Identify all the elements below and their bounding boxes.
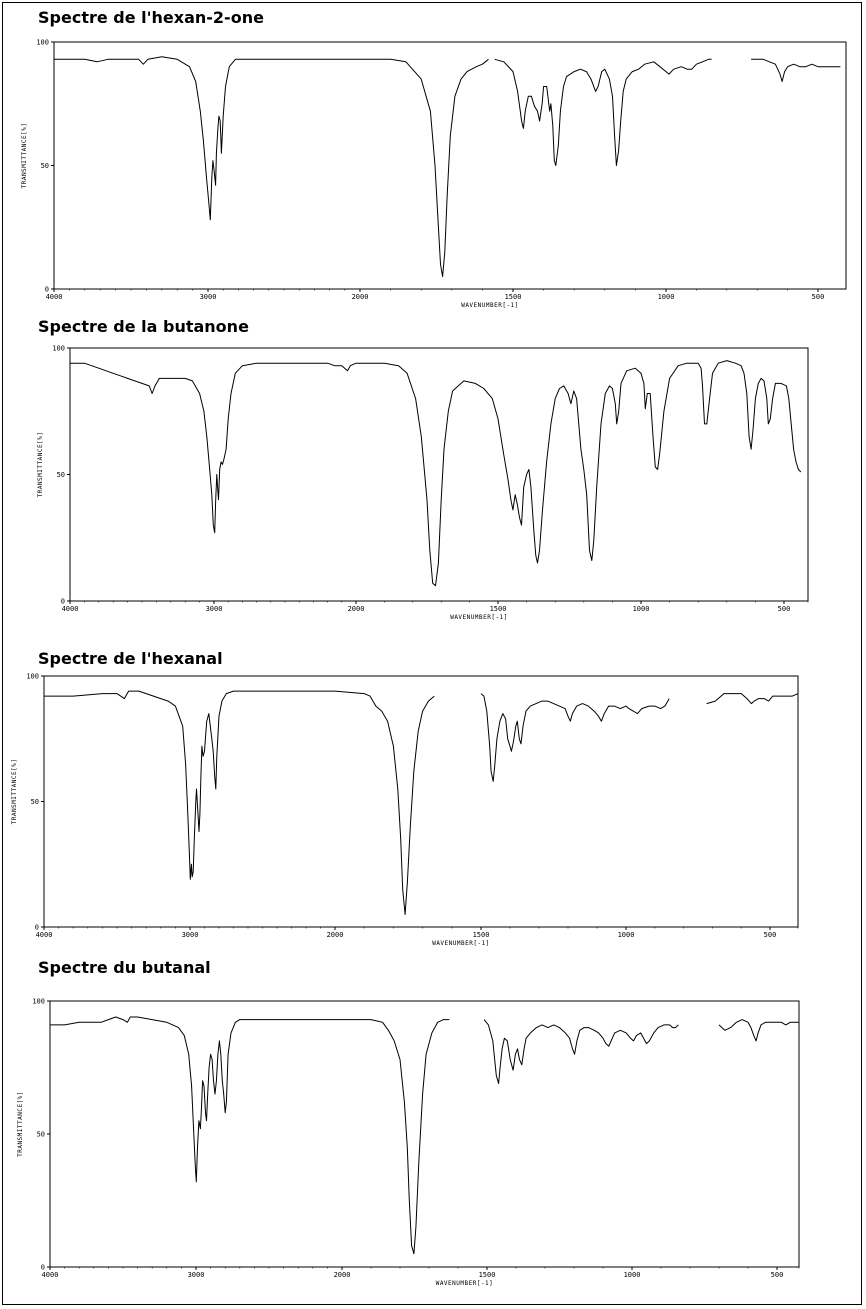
spectrum-trace <box>50 1016 450 1255</box>
x-tick-label: 2000 <box>352 293 369 301</box>
x-tick-label: 3000 <box>182 931 199 939</box>
x-tick-label: 1000 <box>658 293 675 301</box>
x-axis-label: WAVENUMBER[-1] <box>450 614 508 621</box>
x-tick-label: 1000 <box>624 1271 641 1279</box>
x-axis-label: WAVENUMBER[-1] <box>461 302 519 309</box>
y-tick-label: 100 <box>26 673 39 681</box>
ir-spectrum-chart-butanal: 4000 3000 2000 1500 1000 500 0 50 100 WAVENUMBER[… <box>17 998 800 1287</box>
spectrum-trace <box>718 1019 799 1042</box>
panel-title-butanal: Spectre du butanal <box>38 958 211 977</box>
x-tick-label: 4000 <box>62 605 79 613</box>
spectrum-trace <box>706 693 799 705</box>
x-tick-label: 1500 <box>479 1271 496 1279</box>
y-axis-label: TRANSMITTANCE[%] <box>17 1091 24 1157</box>
panel-title-hexanal: Spectre de l'hexanal <box>38 649 223 668</box>
y-tick-label: 50 <box>37 1131 45 1139</box>
spectrum-trace <box>751 58 841 82</box>
x-tick-label: 500 <box>778 605 791 613</box>
y-axis-label: TRANSMITTANCE[%] <box>21 123 28 189</box>
y-tick-label: 0 <box>61 598 65 606</box>
x-tick-label: 1000 <box>633 605 650 613</box>
x-tick-label: 1500 <box>473 931 490 939</box>
panel-title-butanone: Spectre de la butanone <box>38 317 249 336</box>
x-tick-label: 500 <box>771 1271 784 1279</box>
spectrum-trace <box>44 690 435 915</box>
ir-spectrum-chart-hexanal: 4000 3000 2000 1500 1000 500 0 50 100 WAVENUMBER[… <box>11 673 799 947</box>
ir-spectrum-chart-butanone: 4000 3000 2000 1500 1000 500 0 50 100 WAVENUMBER[… <box>37 345 809 621</box>
x-tick-label: 2000 <box>348 605 365 613</box>
spectrum-trace <box>54 56 489 278</box>
x-axis-label: WAVENUMBER[-1] <box>432 940 490 947</box>
x-tick-label: 4000 <box>36 931 53 939</box>
y-tick-label: 100 <box>36 39 49 47</box>
x-tick-label: 3000 <box>188 1271 205 1279</box>
x-tick-label: 500 <box>764 931 777 939</box>
ir-spectrum-chart-hexan-2-one: 4000 3000 2000 1500 1000 500 0 50 100 WAVENUMBER[… <box>21 39 847 309</box>
plot-area <box>49 1000 800 1268</box>
x-tick-label: 1500 <box>505 293 522 301</box>
y-tick-label: 100 <box>32 998 45 1006</box>
spectrum-trace <box>483 1019 679 1084</box>
x-tick-label: 4000 <box>42 1271 59 1279</box>
panel-title-hexan-2-one: Spectre de l'hexan-2-one <box>38 8 264 27</box>
y-tick-label: 50 <box>57 471 65 479</box>
spectrum-trace <box>70 360 802 587</box>
y-tick-label: 100 <box>52 345 65 353</box>
y-axis-label: TRANSMITTANCE[%] <box>11 759 18 825</box>
y-tick-label: 0 <box>45 286 49 294</box>
y-tick-label: 50 <box>41 162 49 170</box>
y-tick-label: 0 <box>35 924 39 932</box>
x-tick-label: 3000 <box>206 605 223 613</box>
x-tick-label: 2000 <box>334 1271 351 1279</box>
x-tick-label: 1500 <box>490 605 507 613</box>
y-tick-label: 0 <box>41 1264 45 1272</box>
x-tick-label: 500 <box>812 293 825 301</box>
spectrum-trace <box>494 58 712 166</box>
x-axis-label: WAVENUMBER[-1] <box>436 1280 494 1287</box>
x-tick-label: 2000 <box>327 931 344 939</box>
y-tick-label: 50 <box>31 798 39 806</box>
x-tick-label: 1000 <box>618 931 635 939</box>
x-tick-label: 4000 <box>46 293 63 301</box>
spectrum-trace <box>480 693 670 782</box>
y-axis-label: TRANSMITTANCE[%] <box>37 432 44 498</box>
x-tick-label: 3000 <box>200 293 217 301</box>
